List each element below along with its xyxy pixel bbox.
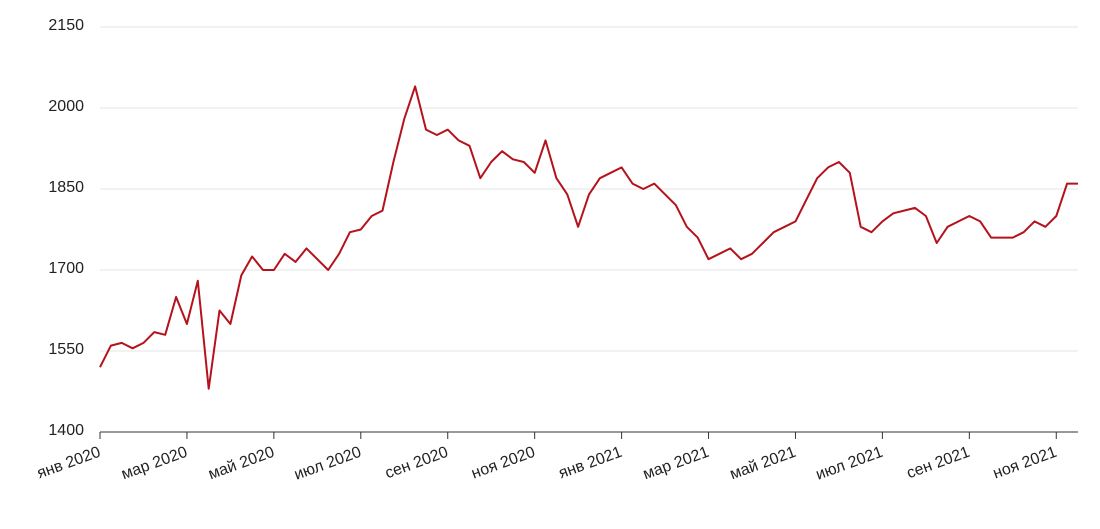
x-tick-label: июл 2020 (292, 444, 364, 484)
x-tick-label: янв 2021 (557, 444, 625, 483)
x-tick-label: май 2020 (206, 444, 277, 484)
y-tick-label: 2000 (48, 98, 84, 115)
x-tick-label: мар 2021 (641, 444, 712, 484)
x-tick-label: мар 2020 (119, 444, 190, 484)
x-tick-label: янв 2020 (35, 444, 103, 483)
y-tick-label: 1400 (48, 422, 84, 439)
x-tick-label: ноя 2020 (469, 444, 537, 483)
x-tick-label: сен 2020 (383, 444, 451, 483)
x-tick-label: июл 2021 (814, 444, 886, 484)
y-tick-label: 1550 (48, 341, 84, 358)
x-tick-label: май 2021 (728, 444, 799, 484)
y-tick-label: 2150 (48, 17, 84, 34)
y-tick-label: 1700 (48, 260, 84, 277)
x-tick-label: ноя 2021 (991, 444, 1059, 483)
y-tick-label: 1850 (48, 179, 84, 196)
price-line (99, 85, 1078, 390)
x-tick-label: сен 2021 (905, 444, 973, 483)
